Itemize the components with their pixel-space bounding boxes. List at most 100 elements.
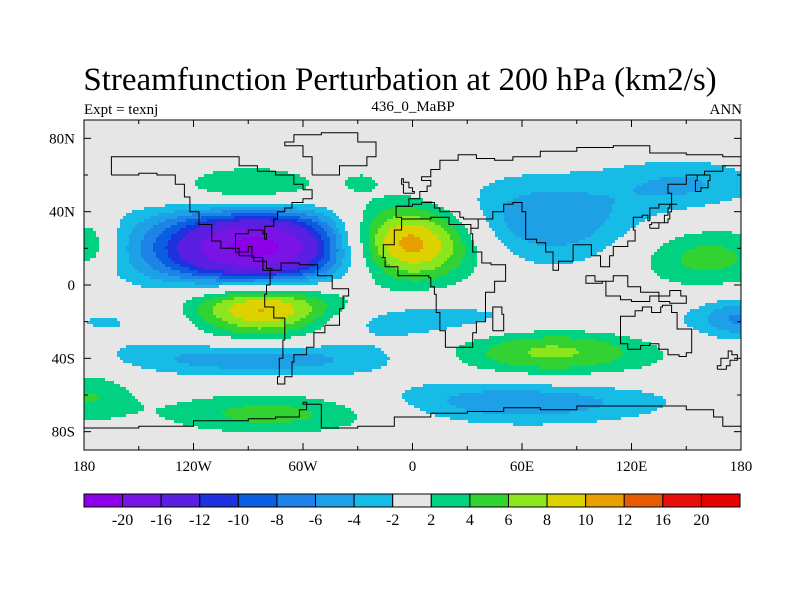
contour-cell — [129, 243, 142, 247]
contour-cell — [138, 270, 160, 274]
contour-cell — [615, 240, 670, 244]
contour-cell — [198, 312, 214, 316]
contour-cell — [84, 195, 385, 199]
contour-cell — [363, 219, 373, 223]
contour-cell — [339, 426, 741, 430]
contour-cell — [462, 240, 475, 244]
contour-cell — [84, 222, 121, 226]
contour-cell — [492, 357, 619, 361]
contour-cell — [177, 372, 355, 376]
contour-cell — [93, 228, 118, 232]
contour-cell — [378, 213, 436, 217]
contour-cell — [225, 270, 280, 274]
contour-cell — [312, 258, 322, 262]
contour-cell — [462, 222, 490, 226]
contour-cell — [651, 216, 741, 220]
contour-cell — [126, 213, 160, 217]
contour-cell — [120, 276, 151, 280]
contour-cell — [660, 276, 741, 280]
colorbar-swatch — [160, 493, 201, 508]
contour-cell — [96, 399, 139, 403]
contour-cell — [390, 357, 460, 361]
contour-cell — [378, 264, 391, 268]
contour-cell — [306, 324, 325, 328]
contour-cell — [96, 231, 118, 235]
contour-cell — [282, 300, 307, 304]
contour-cell — [318, 261, 328, 265]
contour-cell — [198, 186, 307, 190]
contour-cell — [141, 243, 154, 247]
contour-cell — [624, 234, 685, 238]
contour-cell — [468, 420, 598, 424]
contour-cell — [279, 243, 304, 247]
contour-cell — [84, 360, 124, 364]
contour-cell — [213, 324, 238, 328]
contour-cell — [333, 315, 379, 319]
contour-cell — [390, 207, 418, 211]
contour-cell — [351, 258, 367, 262]
contour-cell — [141, 285, 220, 289]
contour-cell — [270, 219, 298, 223]
contour-cell — [384, 195, 412, 199]
contour-cell — [84, 246, 100, 250]
contour-cell — [381, 366, 478, 370]
contour-cell — [702, 186, 741, 190]
contour-cell — [339, 249, 346, 253]
contour-cell — [237, 324, 286, 328]
contour-cell — [585, 237, 619, 241]
contour-cell — [261, 255, 298, 259]
colorbar-swatch — [199, 493, 239, 508]
contour-cell — [732, 198, 741, 202]
contour-cell — [300, 270, 316, 274]
contour-cell — [147, 231, 163, 235]
contour-cell — [456, 267, 475, 271]
contour-cell — [267, 237, 298, 241]
contour-cell — [615, 201, 721, 205]
contour-cell — [477, 255, 520, 259]
contour-cell — [309, 180, 346, 184]
contour-cell — [84, 285, 142, 289]
contour-cell — [84, 249, 100, 253]
contour-cell — [204, 300, 223, 304]
contour-cell — [351, 255, 364, 259]
contour-cell — [306, 408, 352, 412]
colorbar-swatch — [353, 493, 394, 508]
contour-cell — [438, 237, 451, 241]
contour-cell — [354, 189, 373, 193]
contour-cell — [84, 354, 118, 358]
contour-cell — [606, 246, 661, 250]
contour-cell — [324, 228, 334, 232]
contour-cell — [222, 318, 244, 322]
contour-cell — [168, 273, 193, 277]
contour-cell — [387, 234, 409, 238]
contour-cell — [84, 150, 741, 154]
contour-cell — [156, 252, 169, 256]
contour-cell — [207, 219, 241, 223]
contour-cell — [159, 213, 193, 217]
coastline-madagascar — [492, 306, 505, 332]
contour-cell — [468, 276, 661, 280]
contour-cell — [705, 204, 741, 208]
contour-cell — [204, 318, 223, 322]
contour-cell — [345, 249, 352, 253]
contour-cell — [222, 411, 313, 415]
contour-cell — [315, 237, 322, 241]
contour-cell — [312, 309, 325, 313]
contour-cell — [84, 435, 741, 439]
contour-cell — [84, 420, 175, 424]
contour-cell — [231, 312, 295, 316]
contour-cell — [405, 309, 478, 313]
contour-cell — [471, 273, 658, 277]
contour-cell — [339, 231, 349, 235]
contour-cell — [366, 258, 373, 262]
contour-cell — [417, 207, 445, 211]
contour-cell — [360, 222, 373, 226]
contour-cell — [84, 210, 133, 214]
contour-cell — [414, 234, 439, 238]
contour-cell — [651, 255, 682, 259]
contour-cell — [453, 246, 466, 250]
contour-cell — [720, 201, 741, 205]
contour-cell — [117, 351, 385, 355]
contour-cell — [477, 309, 691, 313]
contour-cell — [312, 414, 358, 418]
